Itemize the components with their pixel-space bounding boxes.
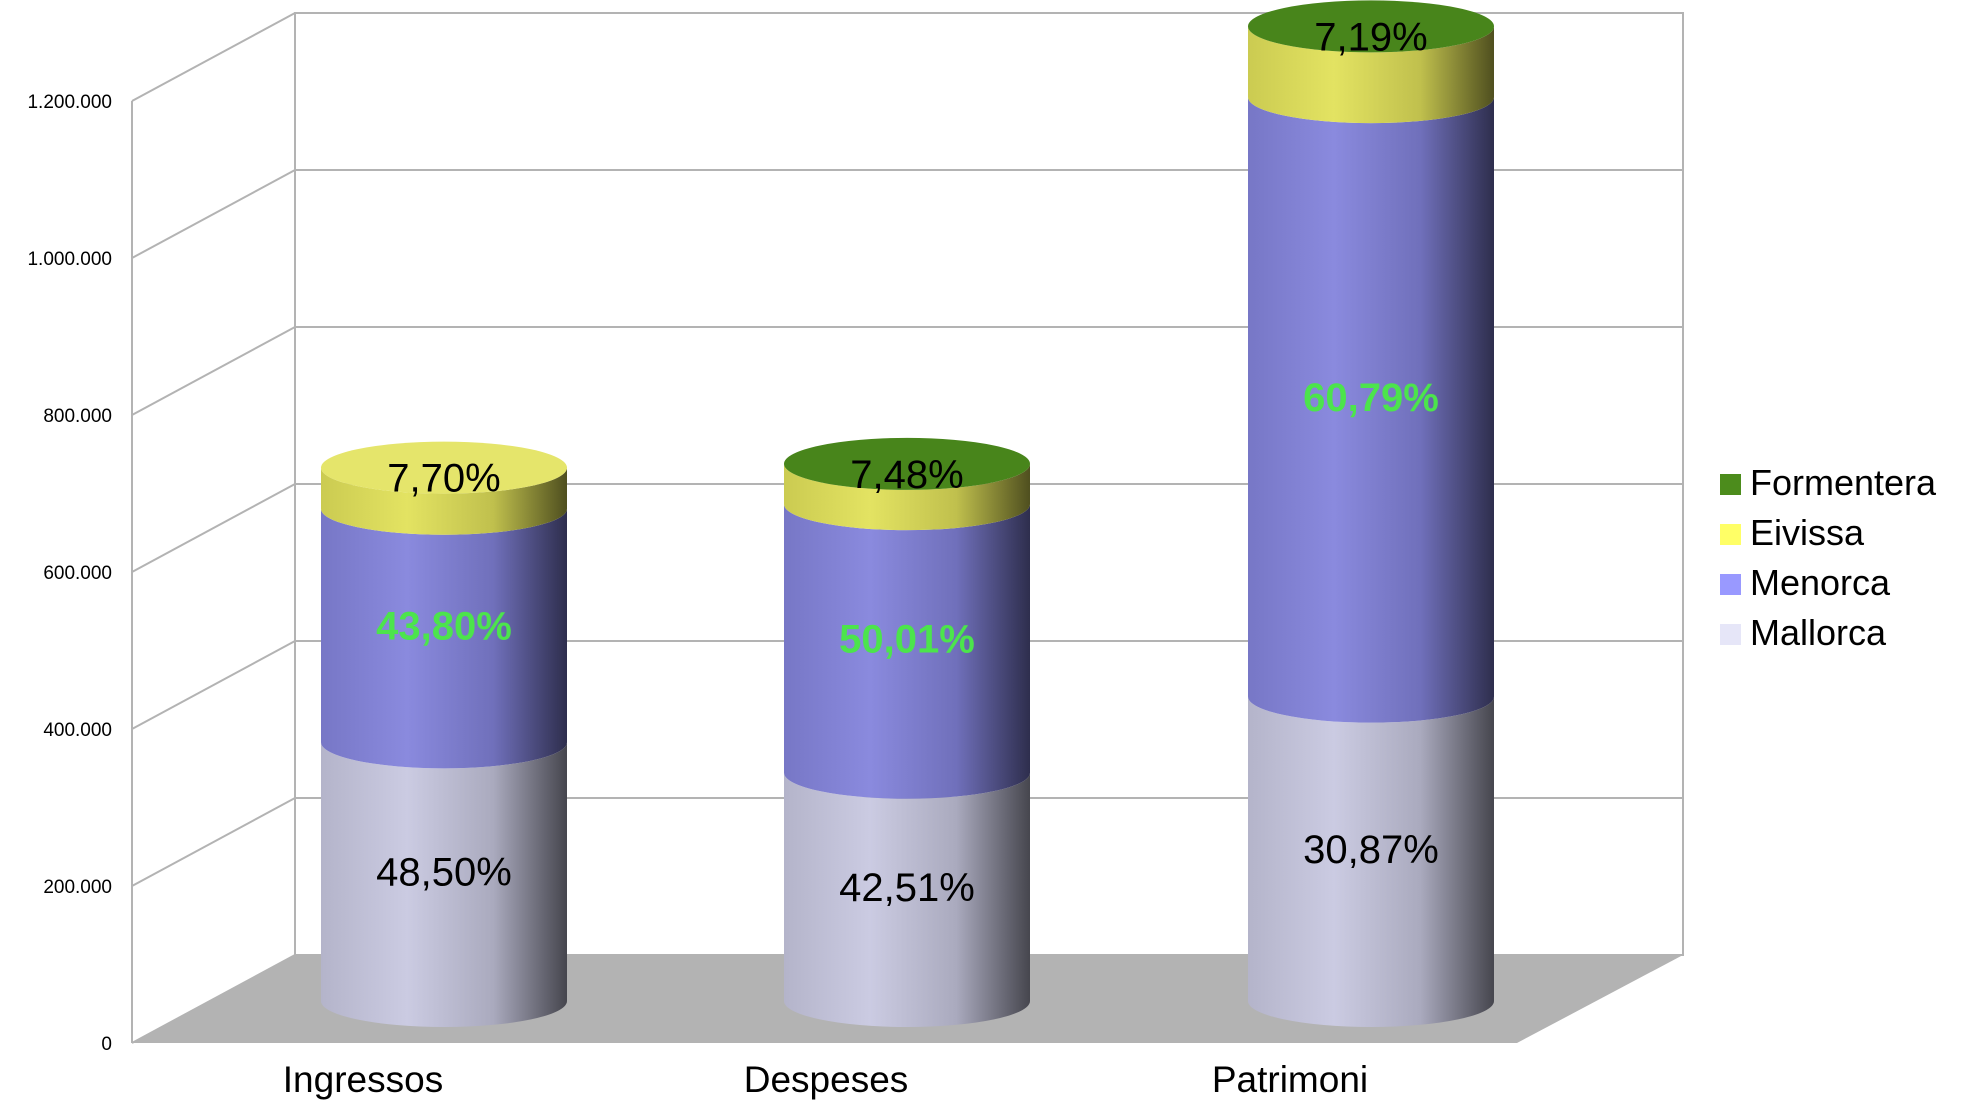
x-tick-label: Patrimoni (1212, 1059, 1368, 1100)
bars-group: 48,50% 43,80% 7,70% 42,51% 50,01% 7,48% 30,87%… (321, 0, 1494, 1027)
data-label-mallorca: 42,51% (839, 866, 975, 910)
legend-swatch (1720, 624, 1741, 645)
x-tick-label: Ingressos (283, 1059, 443, 1100)
bar-stack-ingressos: 48,50% 43,80% 7,70% (321, 441, 567, 1027)
data-label-mallorca: 48,50% (376, 851, 512, 895)
side-gridline (131, 326, 296, 416)
data-label-eivissa: 7,70% (387, 457, 500, 501)
legend-item-eivissa: Eivissa (1720, 512, 1865, 553)
legend-swatch (1720, 524, 1741, 545)
legend-item-menorca: Menorca (1720, 562, 1891, 603)
legend-label: Formentera (1750, 462, 1937, 503)
bar-segment-menorca (783, 504, 1030, 799)
x-axis: Ingressos Despeses Patrimoni (283, 1059, 1368, 1100)
y-tick-label: 200.000 (43, 877, 112, 898)
legend-swatch (1720, 574, 1741, 595)
bar-top-cap (1248, 0, 1494, 53)
legend: Formentera Eivissa Menorca Mallorca (1720, 462, 1937, 653)
y-tick-label: 800.000 (43, 406, 112, 427)
side-gridline (131, 483, 296, 573)
legend-label: Eivissa (1750, 512, 1865, 553)
bar-segment-eivissa (321, 467, 567, 535)
data-label-mallorca: 30,87% (1303, 828, 1439, 872)
data-label-menorca: 50,01% (839, 617, 975, 661)
data-label-eivissa: 7,19% (1314, 15, 1427, 59)
legend-item-mallorca: Mallorca (1720, 612, 1887, 653)
bar-segment-mallorca (784, 772, 1030, 1027)
bar-top-cap (784, 437, 1030, 490)
bar-segment-menorca (321, 508, 567, 769)
legend-label: Mallorca (1750, 612, 1887, 653)
legend-swatch (1720, 474, 1741, 495)
y-tick-label: 0 (101, 1034, 112, 1055)
bar-stack-patrimoni: 30,87% 60,79% 7,19% (1248, 0, 1494, 1027)
y-tick-label: 600.000 (43, 563, 112, 584)
side-gridline (131, 169, 296, 259)
y-axis: 0 200.000 400.000 600.000 800.000 1.000.000 1.… (27, 92, 112, 1055)
side-gridline (131, 640, 296, 730)
y-tick-label: 400.000 (43, 720, 112, 741)
bar-segment-mallorca (1248, 696, 1494, 1027)
side-gridline (131, 12, 296, 102)
data-label-menorca: 43,80% (376, 605, 512, 649)
bar-segment-eivissa (1248, 26, 1494, 124)
bar-stack-despeses: 42,51% 50,01% 7,48% (783, 437, 1030, 1027)
legend-item-formentera: Formentera (1720, 462, 1937, 503)
legend-label: Menorca (1750, 562, 1891, 603)
side-gridline (131, 797, 296, 887)
y-tick-label: 1.000.000 (27, 249, 112, 270)
x-tick-label: Despeses (744, 1059, 909, 1100)
bar-top-cap (321, 441, 567, 494)
bar-segment-menorca (1248, 97, 1494, 723)
bar-segment-eivissa (783, 463, 1030, 531)
y-tick-label: 1.200.000 (27, 92, 112, 113)
data-label-menorca: 60,79% (1303, 376, 1439, 420)
bar-segment-mallorca (321, 742, 567, 1027)
data-label-eivissa: 7,48% (850, 453, 963, 497)
